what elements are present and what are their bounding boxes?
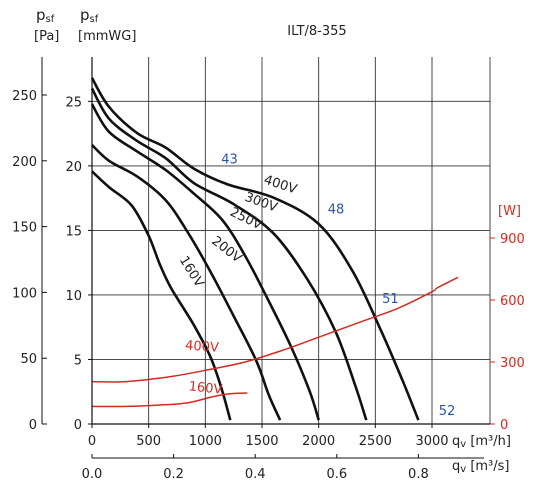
w-tick-label: 300 bbox=[500, 356, 525, 371]
pa-axis-unit: [Pa] bbox=[34, 29, 59, 44]
x-axis-label-m3s: qv [m³/s] bbox=[452, 459, 510, 475]
mmwg-tick-label: 5 bbox=[74, 353, 82, 368]
series-label-160V: 160V bbox=[176, 254, 207, 291]
pressure-curves bbox=[90, 77, 420, 421]
pa-axis-symbol: psf bbox=[36, 6, 55, 25]
chart-title: ILT/8-355 bbox=[287, 24, 346, 39]
pa-tick-label: 50 bbox=[20, 352, 37, 367]
power-label-400V: 400V bbox=[185, 338, 220, 355]
x-tick-label: 2000 bbox=[302, 434, 335, 449]
mmwg-tick-label: 10 bbox=[65, 289, 82, 304]
x-tick-label: 3000 bbox=[415, 434, 448, 449]
series-label-400V: 400V bbox=[262, 173, 299, 198]
x-tick-label: 1000 bbox=[189, 434, 222, 449]
mmwg-axis-symbol: psf bbox=[80, 6, 99, 25]
x-tick-label: 1500 bbox=[245, 434, 278, 449]
w-tick-label: 0 bbox=[500, 418, 508, 433]
mmwg-tick-label: 0 bbox=[74, 418, 82, 433]
w-axis-unit: [W] bbox=[498, 204, 521, 219]
series-label-200V: 200V bbox=[209, 234, 245, 267]
point-label: 48 bbox=[328, 202, 345, 217]
x2-tick-label: 0.4 bbox=[245, 467, 266, 482]
mmwg-axis-unit: [mmWG] bbox=[78, 29, 136, 44]
point-label: 52 bbox=[439, 404, 456, 419]
axes bbox=[41, 57, 495, 459]
mmwg-tick-label: 15 bbox=[65, 224, 82, 239]
power-curve-160V bbox=[91, 392, 248, 408]
w-tick-label: 900 bbox=[500, 232, 525, 247]
pa-tick-label: 250 bbox=[12, 89, 37, 104]
mmwg-tick-label: 25 bbox=[65, 95, 82, 110]
pa-tick-label: 100 bbox=[12, 286, 37, 301]
x2-tick-label: 0.8 bbox=[408, 467, 429, 482]
pressure-curve-160V bbox=[91, 170, 232, 421]
power-curve-400V bbox=[91, 276, 459, 383]
point-label: 43 bbox=[221, 152, 238, 167]
x2-tick-label: 0.6 bbox=[326, 467, 347, 482]
w-tick-label: 600 bbox=[500, 294, 525, 309]
x-tick-label: 500 bbox=[136, 434, 161, 449]
pressure-curve-400V bbox=[90, 77, 420, 421]
x2-tick-label: 0.2 bbox=[163, 467, 184, 482]
pa-tick-label: 0 bbox=[29, 418, 37, 433]
x-axis-label-m3h: qv [m³/h] bbox=[452, 434, 511, 450]
pa-tick-label: 150 bbox=[12, 221, 37, 236]
pressure-curve-200V bbox=[91, 144, 282, 421]
pressure-curve-250V bbox=[90, 103, 320, 421]
power-curves bbox=[91, 276, 459, 408]
pressure-curve-300V bbox=[90, 87, 368, 421]
power-label-160V: 160V bbox=[188, 379, 223, 397]
x-tick-label: 0 bbox=[88, 434, 96, 449]
mmwg-tick-label: 20 bbox=[65, 160, 82, 175]
point-label: 51 bbox=[382, 292, 399, 307]
x-tick-label: 2500 bbox=[359, 434, 392, 449]
x2-tick-label: 0.0 bbox=[82, 467, 103, 482]
pa-tick-label: 200 bbox=[12, 155, 37, 170]
